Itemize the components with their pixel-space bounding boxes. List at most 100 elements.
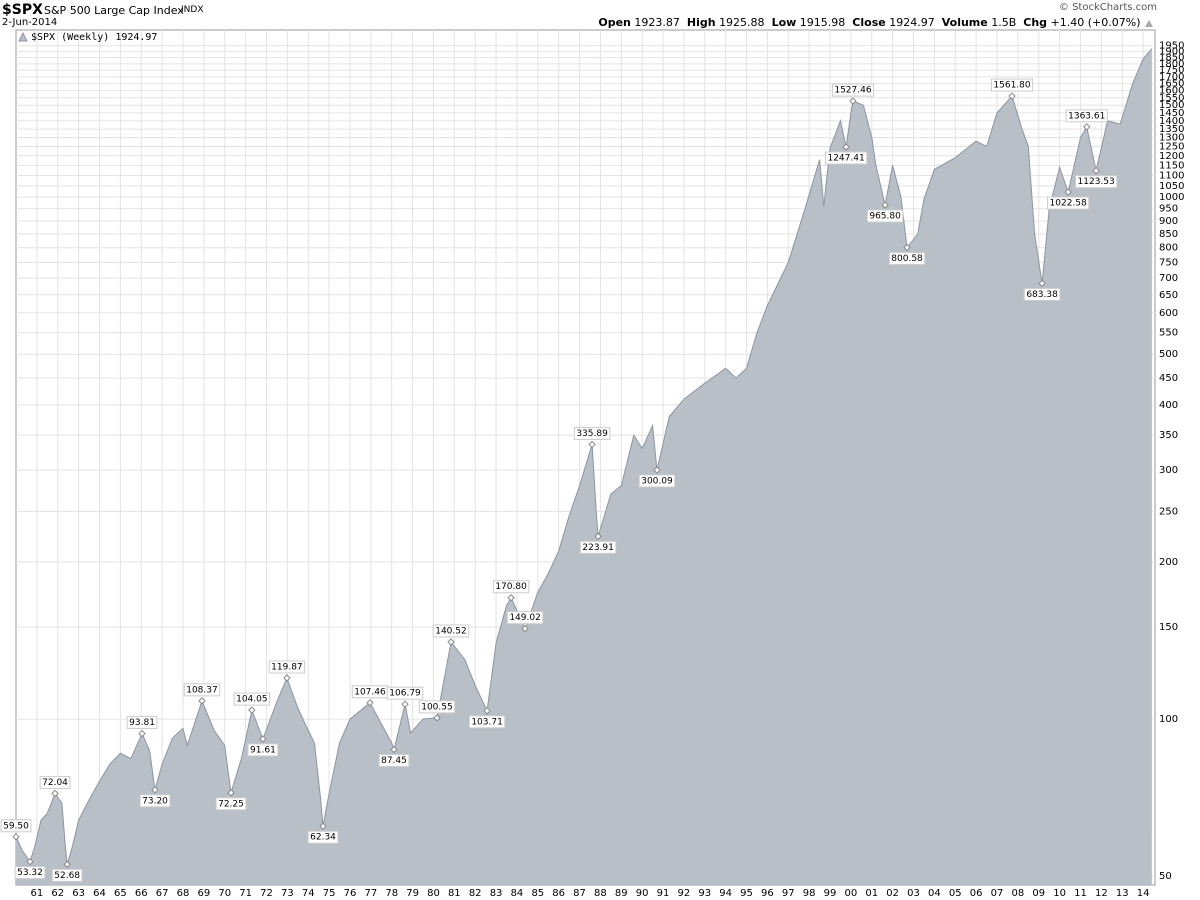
annotation-marker [227, 789, 235, 797]
annotation-box [247, 743, 279, 757]
annotation-marker [12, 833, 20, 841]
annotation-box [378, 753, 410, 767]
y-tick-label: 1300 [1159, 133, 1184, 144]
annotation-box [831, 83, 875, 97]
x-tick-label: 98 [803, 888, 816, 899]
x-tick-label: 09 [1032, 888, 1045, 899]
x-tick-label: 85 [531, 888, 544, 899]
annotation-marker [198, 697, 206, 705]
x-tick-label: 68 [177, 888, 190, 899]
annotation-marker [653, 466, 661, 474]
x-tick-label: 75 [323, 888, 336, 899]
annotation-label: 1123.53 [1078, 177, 1115, 187]
annotation-box [990, 78, 1034, 92]
annotation-marker [594, 532, 602, 541]
annotation-label: 300.09 [641, 476, 673, 486]
annotation-label: 72.25 [218, 799, 244, 809]
annotation-label: 103.71 [471, 717, 503, 727]
x-tick-label: 94 [719, 888, 732, 899]
value: +1.40 (+0.07%) [1050, 16, 1141, 29]
value: 1.5B [991, 16, 1017, 29]
annotation-label: 100.55 [421, 702, 453, 712]
y-tick-label: 250 [1159, 506, 1178, 517]
annotation-marker [319, 822, 327, 830]
annotation-label: 149.02 [509, 613, 541, 623]
y-tick-label: 800 [1159, 243, 1178, 254]
x-tick-label: 77 [364, 888, 377, 899]
x-tick-label: 89 [615, 888, 628, 899]
annotation-box [866, 209, 904, 223]
annotation-marker [447, 638, 455, 646]
y-tick-label: 1450 [1159, 108, 1184, 119]
annotation-label: 800.58 [891, 254, 923, 264]
annotation-box [126, 716, 158, 730]
x-tick-label: 82 [469, 888, 482, 899]
annotation-label: 119.87 [271, 663, 303, 673]
exchange: INDX [181, 5, 204, 15]
x-tick-label: 81 [448, 888, 461, 899]
y-tick-label: 850 [1159, 229, 1178, 240]
x-tick-label: 03 [907, 888, 920, 899]
y-tick-label: 1750 [1159, 65, 1184, 76]
annotation-box [638, 474, 676, 488]
x-tick-label: 80 [427, 888, 440, 899]
annotation-label: 1363.61 [1068, 111, 1105, 121]
annotation-label: 52.68 [54, 871, 80, 881]
annotation-box [432, 624, 470, 638]
legend-name: $SPX (Weekly) [31, 32, 109, 43]
y-tick-label: 1400 [1159, 116, 1184, 127]
label: Close [852, 16, 886, 29]
annotation-marker [248, 706, 256, 714]
annotation-marker [433, 714, 441, 722]
y-tick-label: 350 [1159, 430, 1178, 441]
annotation-marker [588, 440, 596, 449]
x-tick-label: 67 [156, 888, 169, 899]
annotation-label: 223.91 [582, 543, 614, 553]
y-tick-label: 1100 [1159, 171, 1184, 182]
annotation-marker [521, 624, 529, 633]
y-tick-label: 1050 [1159, 181, 1184, 192]
annotation-box [386, 686, 424, 700]
x-tick-label: 66 [135, 888, 148, 899]
y-tick-label: 750 [1159, 257, 1178, 268]
x-tick-label: 97 [782, 888, 795, 899]
annotation-box [14, 866, 46, 880]
annotation-box [1023, 287, 1061, 301]
annotation-marker [1008, 92, 1016, 100]
header: $SPX S&P 500 Large Cap Index INDX 2-Jun-… [0, 0, 1200, 30]
annotation-label: 1527.46 [834, 86, 871, 96]
x-tick-label: 76 [344, 888, 357, 899]
x-tick-label: 14 [1137, 888, 1150, 899]
annotation-box [573, 426, 611, 440]
quote: Open 1923.87 High 1925.88 Low 1915.98 Cl… [598, 16, 1154, 29]
annotation-box [824, 151, 868, 165]
annotation-marker [507, 594, 515, 602]
x-tick-label: 78 [385, 888, 398, 899]
value: 1925.88 [719, 16, 765, 29]
label: Open [598, 16, 631, 29]
y-tick-label: 700 [1159, 273, 1178, 284]
annotation-marker [1083, 123, 1091, 131]
annotation-marker [881, 201, 889, 209]
x-tick-label: 04 [928, 888, 941, 899]
x-tick-label: 71 [239, 888, 252, 899]
legend-icon [18, 31, 28, 42]
annotation-marker [51, 789, 59, 798]
annotation-marker [138, 729, 146, 738]
x-tick-label: 63 [72, 888, 85, 899]
annotation-box [268, 660, 306, 674]
x-tick-label: 10 [1053, 888, 1066, 899]
x-tick-label: 05 [949, 888, 962, 899]
symbol: $SPX [2, 2, 43, 18]
label: High [686, 16, 716, 29]
x-tick-label: 83 [490, 888, 503, 899]
y-tick-label: 1250 [1159, 142, 1184, 153]
annotation-box [233, 692, 271, 706]
x-tick-label: 93 [698, 888, 711, 899]
annotation-label: 87.45 [381, 756, 407, 766]
annotation-box [1047, 196, 1090, 210]
x-tick-label: 91 [657, 888, 670, 899]
x-tick-label: 00 [845, 888, 858, 899]
annotation-box [579, 540, 617, 554]
x-tick-label: 62 [51, 888, 64, 899]
